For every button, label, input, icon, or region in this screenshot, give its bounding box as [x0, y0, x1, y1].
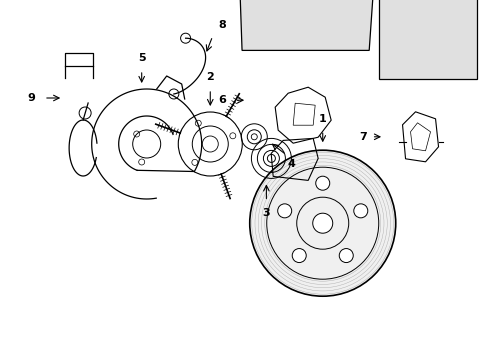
- Text: 2: 2: [206, 72, 214, 82]
- Text: 8: 8: [218, 20, 226, 30]
- Circle shape: [339, 248, 352, 262]
- Text: 1: 1: [318, 114, 326, 124]
- Text: 7: 7: [358, 132, 366, 142]
- Text: 9: 9: [28, 93, 36, 103]
- Circle shape: [277, 204, 291, 218]
- Text: 6: 6: [218, 95, 226, 105]
- FancyBboxPatch shape: [378, 0, 476, 79]
- Text: 4: 4: [287, 159, 295, 169]
- Circle shape: [315, 176, 329, 190]
- Circle shape: [292, 248, 305, 262]
- Circle shape: [249, 150, 395, 296]
- Text: 5: 5: [138, 53, 145, 63]
- Text: 3: 3: [262, 208, 270, 219]
- Circle shape: [312, 213, 332, 233]
- Polygon shape: [237, 0, 378, 50]
- Circle shape: [353, 204, 367, 218]
